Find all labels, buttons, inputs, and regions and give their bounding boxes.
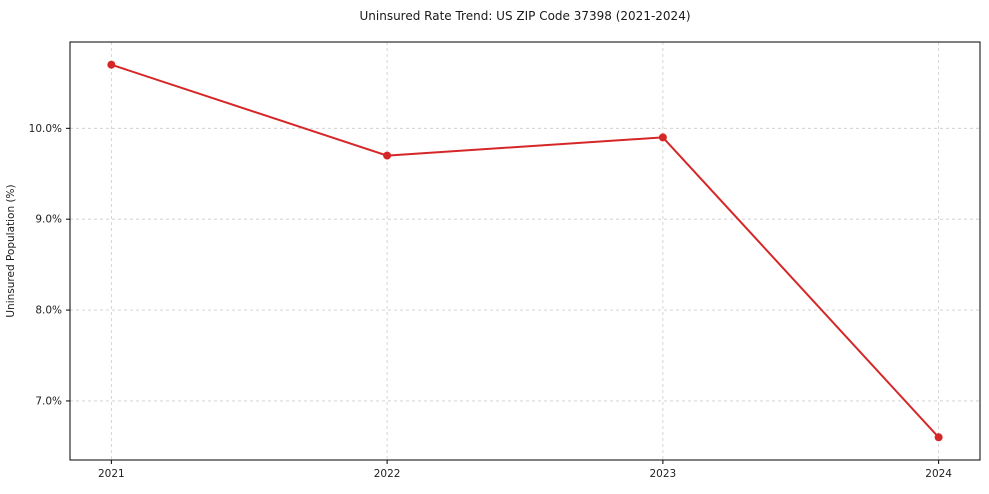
data-point (383, 151, 392, 160)
y-tick-label: 10.0% (29, 123, 62, 135)
y-axis-label: Uninsured Population (%) (5, 184, 17, 317)
data-point (107, 60, 116, 69)
plot-border (69, 41, 981, 461)
y-tick-label: 9.0% (35, 214, 62, 226)
trend-line (110, 63, 940, 439)
data-point (658, 133, 667, 142)
axis-ticks: 7.0% 8.0% 9.0% 10.0% 2021 2022 2023 2024 (29, 123, 953, 480)
x-tick-label: 2021 (98, 468, 125, 480)
chart-title: Uninsured Rate Trend: US ZIP Code 37398 … (359, 9, 690, 23)
data-series (107, 60, 943, 442)
y-tick-label: 7.0% (35, 395, 62, 407)
y-tick-label: 8.0% (35, 305, 62, 317)
gridlines (70, 42, 980, 460)
x-tick-label: 2022 (374, 468, 401, 480)
x-tick-label: 2024 (925, 468, 952, 480)
data-point (934, 433, 943, 442)
x-tick-label: 2023 (650, 468, 677, 480)
